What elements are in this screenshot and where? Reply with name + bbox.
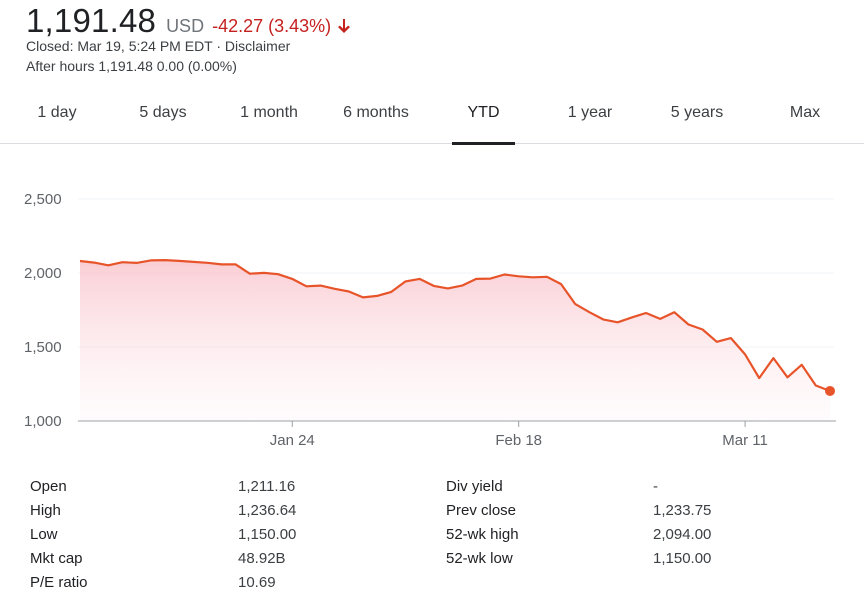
stat-label-low: Low [30, 526, 58, 543]
x-tick-label: Jan 24 [270, 432, 315, 449]
closed-status: Closed: Mar 19, 5:24 PM EDT · Disclaimer [26, 38, 291, 54]
stat-value-pe-ratio: 10.69 [238, 574, 276, 591]
after-hours-status: After hours 1,191.48 0.00 (0.00%) [26, 58, 237, 74]
stat-value-prev-close: 1,233.75 [653, 502, 712, 519]
stat-value-mkt-cap: 48.92B [238, 550, 286, 567]
stat-value-52wk-low: 1,150.00 [653, 550, 712, 567]
stat-value-high: 1,236.64 [238, 502, 297, 519]
stat-label-52wk-high: 52-wk high [446, 526, 519, 543]
stat-row: Low 1,150.00 52-wk high 2,094.00 [30, 526, 850, 550]
stat-label-prev-close: Prev close [446, 502, 517, 519]
stat-value-open: 1,211.16 [238, 478, 296, 495]
tab-1-month[interactable]: 1 month [240, 104, 298, 121]
currency-label: USD [166, 16, 205, 36]
tab-1-year[interactable]: 1 year [567, 104, 613, 121]
stat-label-52wk-low: 52-wk low [446, 550, 513, 567]
tab-5-days[interactable]: 5 days [139, 104, 187, 121]
active-tab-indicator [452, 142, 515, 145]
price-line [79, 259, 831, 393]
price-area [80, 260, 830, 421]
tab-ytd[interactable]: YTD [452, 88, 515, 145]
stat-row: P/E ratio 10.69 [30, 574, 850, 598]
stat-value-52wk-high: 2,094.00 [653, 526, 712, 543]
arrow-down-icon [337, 18, 351, 34]
stat-value-div-yield: - [653, 478, 658, 495]
y-tick-label: 2,500 [24, 191, 62, 208]
stat-row: Mkt cap 48.92B 52-wk low 1,150.00 [30, 550, 850, 574]
stat-label-open: Open [30, 478, 67, 495]
stat-value-low: 1,150.00 [238, 526, 297, 543]
tab-1-day[interactable]: 1 day [37, 104, 77, 121]
x-tick-label: Mar 11 [722, 432, 768, 449]
range-tabs: 1 day 5 days 1 month 6 months YTD 1 year… [0, 88, 864, 145]
tab-6-months[interactable]: 6 months [343, 104, 409, 121]
last-price-marker [825, 385, 835, 396]
stat-row: High 1,236.64 Prev close 1,233.75 [30, 502, 850, 526]
tab-max[interactable]: Max [789, 104, 821, 121]
stat-row: Open 1,211.16 Div yield - [30, 478, 850, 502]
quote-header: 1,191.48 USD -42.27 (3.43%) [26, 2, 351, 39]
stat-label-mkt-cap: Mkt cap [30, 550, 83, 567]
current-price: 1,191.48 [26, 2, 157, 39]
y-tick-label: 1,500 [24, 339, 62, 356]
stat-label-pe-ratio: P/E ratio [30, 574, 88, 591]
stat-label-high: High [30, 502, 61, 519]
tab-5-years[interactable]: 5 years [670, 104, 724, 121]
x-tick-label: Feb 18 [495, 432, 542, 449]
stat-label-div-yield: Div yield [446, 478, 503, 495]
y-tick-label: 2,000 [24, 265, 62, 282]
y-tick-label: 1,000 [24, 413, 62, 430]
price-change: -42.27 (3.43%) [212, 16, 332, 36]
price-chart[interactable]: 2,500 2,000 1,500 1,000 Jan 24 Feb 18 Mar 11 [0, 145, 864, 460]
